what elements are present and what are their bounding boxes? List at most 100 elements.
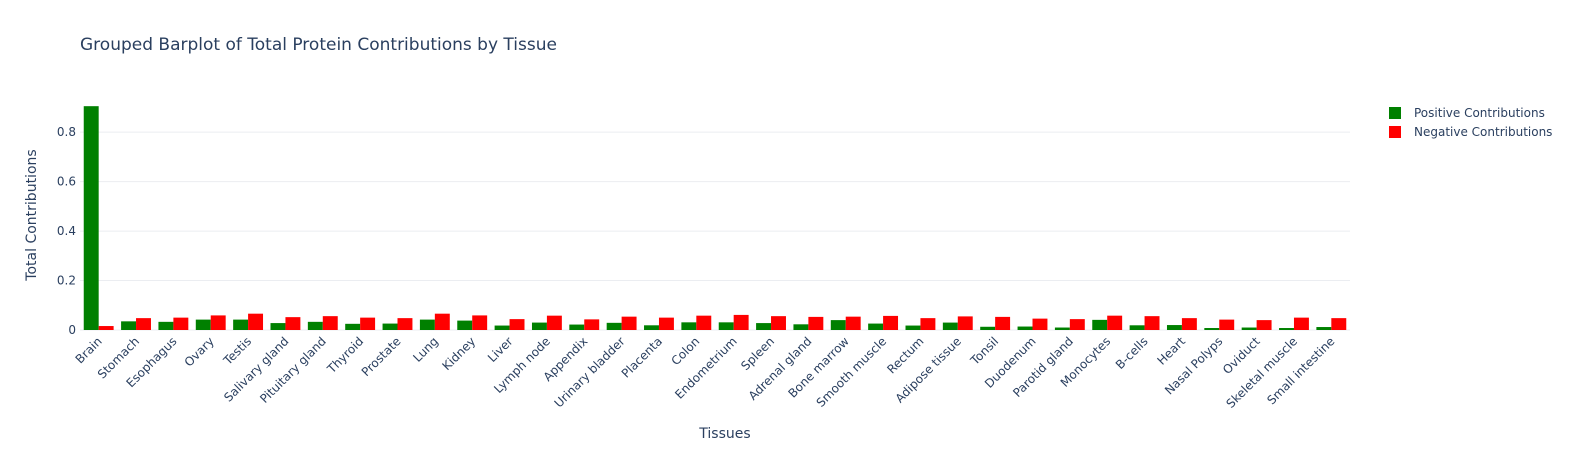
bar-positive[interactable] [681, 322, 697, 330]
y-axis-title: Total Contributions [24, 149, 40, 281]
bar-negative[interactable] [808, 316, 824, 330]
bar-positive[interactable] [942, 322, 958, 330]
bar-negative[interactable] [920, 318, 936, 330]
bar-positive[interactable] [270, 323, 286, 330]
x-tick-label: B-cells [1113, 334, 1151, 372]
bar-positive[interactable] [830, 320, 846, 330]
bar-positive[interactable] [531, 322, 547, 330]
bar-positive[interactable] [980, 326, 996, 330]
bar-negative[interactable] [1032, 318, 1048, 330]
legend-item[interactable]: Positive Contributions [1389, 106, 1545, 120]
y-tick-label: 0.2 [57, 274, 76, 288]
bar-negative[interactable] [584, 319, 600, 330]
bar-positive[interactable] [83, 106, 99, 331]
x-tick-label: Smooth muscle [814, 334, 890, 410]
bar-negative[interactable] [1144, 316, 1160, 330]
chart-title: Grouped Barplot of Total Protein Contrib… [80, 35, 557, 55]
bar-positive[interactable] [195, 319, 211, 330]
bar-positive[interactable] [1054, 327, 1070, 330]
bar-positive[interactable] [419, 319, 435, 330]
bar-negative[interactable] [658, 317, 674, 330]
bar-negative[interactable] [1331, 318, 1347, 330]
bar-positive[interactable] [457, 320, 473, 330]
bar-negative[interactable] [883, 315, 899, 330]
bar-positive[interactable] [1017, 326, 1033, 330]
x-tick-label: Ovary [182, 334, 217, 369]
x-axis-title: Tissues [698, 426, 750, 442]
bar-positive[interactable] [1204, 328, 1220, 330]
bar-positive[interactable] [569, 324, 585, 330]
gridlines [80, 131, 1350, 331]
bar-negative[interactable] [136, 318, 151, 330]
bar-positive[interactable] [307, 321, 323, 330]
bar-negative[interactable] [397, 318, 413, 330]
x-tick-label: Salivary gland [221, 334, 291, 404]
bar-negative[interactable] [509, 319, 525, 330]
bar-negative[interactable] [1181, 318, 1197, 330]
bar-negative[interactable] [546, 315, 562, 330]
bar-negative[interactable] [285, 317, 301, 330]
legend-swatch [1389, 126, 1401, 138]
bar-negative[interactable] [1069, 319, 1085, 330]
x-tick-label: Kidney [439, 334, 478, 373]
bar-positive[interactable] [1129, 325, 1145, 330]
bar-positive[interactable] [793, 324, 809, 330]
bar-negative[interactable] [173, 317, 189, 330]
bar-positive[interactable] [233, 319, 249, 330]
bar-negative[interactable] [957, 316, 973, 330]
legend-swatch [1389, 107, 1401, 119]
bar-negative[interactable] [733, 314, 749, 330]
bar-positive[interactable] [121, 321, 137, 330]
bar-positive[interactable] [718, 322, 734, 330]
bar-positive[interactable] [494, 325, 510, 330]
legend-label: Negative Contributions [1414, 125, 1552, 139]
x-tick-label: Lung [410, 334, 441, 365]
bar-positive[interactable] [1241, 327, 1257, 330]
y-tick-label: 0 [68, 323, 76, 337]
bar-positive[interactable] [644, 325, 659, 330]
bar-positive[interactable] [1092, 319, 1108, 330]
x-tick-label: Small intestine [1264, 334, 1337, 407]
bar-negative[interactable] [1293, 317, 1309, 330]
bar-positive[interactable] [1316, 327, 1332, 330]
bar-negative[interactable] [98, 326, 114, 330]
x-tick-label: Prostate [359, 334, 404, 379]
bar-positive[interactable] [905, 325, 921, 330]
legend[interactable]: Positive Contributions Negative Contribut… [1389, 106, 1552, 139]
bar-positive[interactable] [606, 322, 622, 330]
x-tick-label: Pituitary gland [257, 334, 329, 406]
x-tick-label: Urinary bladder [552, 334, 628, 410]
x-tick-label: Placenta [619, 334, 665, 380]
bar-negative[interactable] [472, 315, 488, 330]
y-tick-label: 0.6 [57, 175, 76, 189]
bar-negative[interactable] [696, 315, 712, 330]
bar-negative[interactable] [1107, 315, 1123, 330]
bar-negative[interactable] [248, 313, 264, 330]
y-tick-label: 0.4 [57, 224, 76, 238]
x-tick-label: Brain [73, 334, 105, 366]
bar-negative[interactable] [995, 316, 1011, 330]
bar-negative[interactable] [210, 315, 226, 330]
x-tick-label: Testis [220, 334, 254, 368]
bar-negative[interactable] [621, 316, 637, 330]
bar-positive[interactable] [1279, 328, 1294, 330]
legend-item[interactable]: Negative Contributions [1389, 125, 1552, 139]
bars [83, 106, 1347, 331]
bar-negative[interactable] [322, 316, 338, 330]
bar-negative[interactable] [434, 313, 450, 330]
bar-negative[interactable] [1219, 319, 1235, 330]
bar-positive[interactable] [158, 321, 174, 330]
bar-negative[interactable] [1256, 320, 1272, 330]
bar-negative[interactable] [771, 316, 786, 330]
bar-negative[interactable] [845, 316, 861, 330]
x-tick-label: Colon [668, 334, 702, 368]
bar-positive[interactable] [382, 323, 398, 330]
bar-positive[interactable] [1166, 325, 1182, 330]
x-tick-label: Tonsil [967, 334, 1001, 368]
bar-positive[interactable] [345, 323, 361, 330]
bar-negative[interactable] [360, 317, 376, 330]
bar-positive[interactable] [756, 323, 772, 330]
bar-positive[interactable] [868, 323, 884, 330]
